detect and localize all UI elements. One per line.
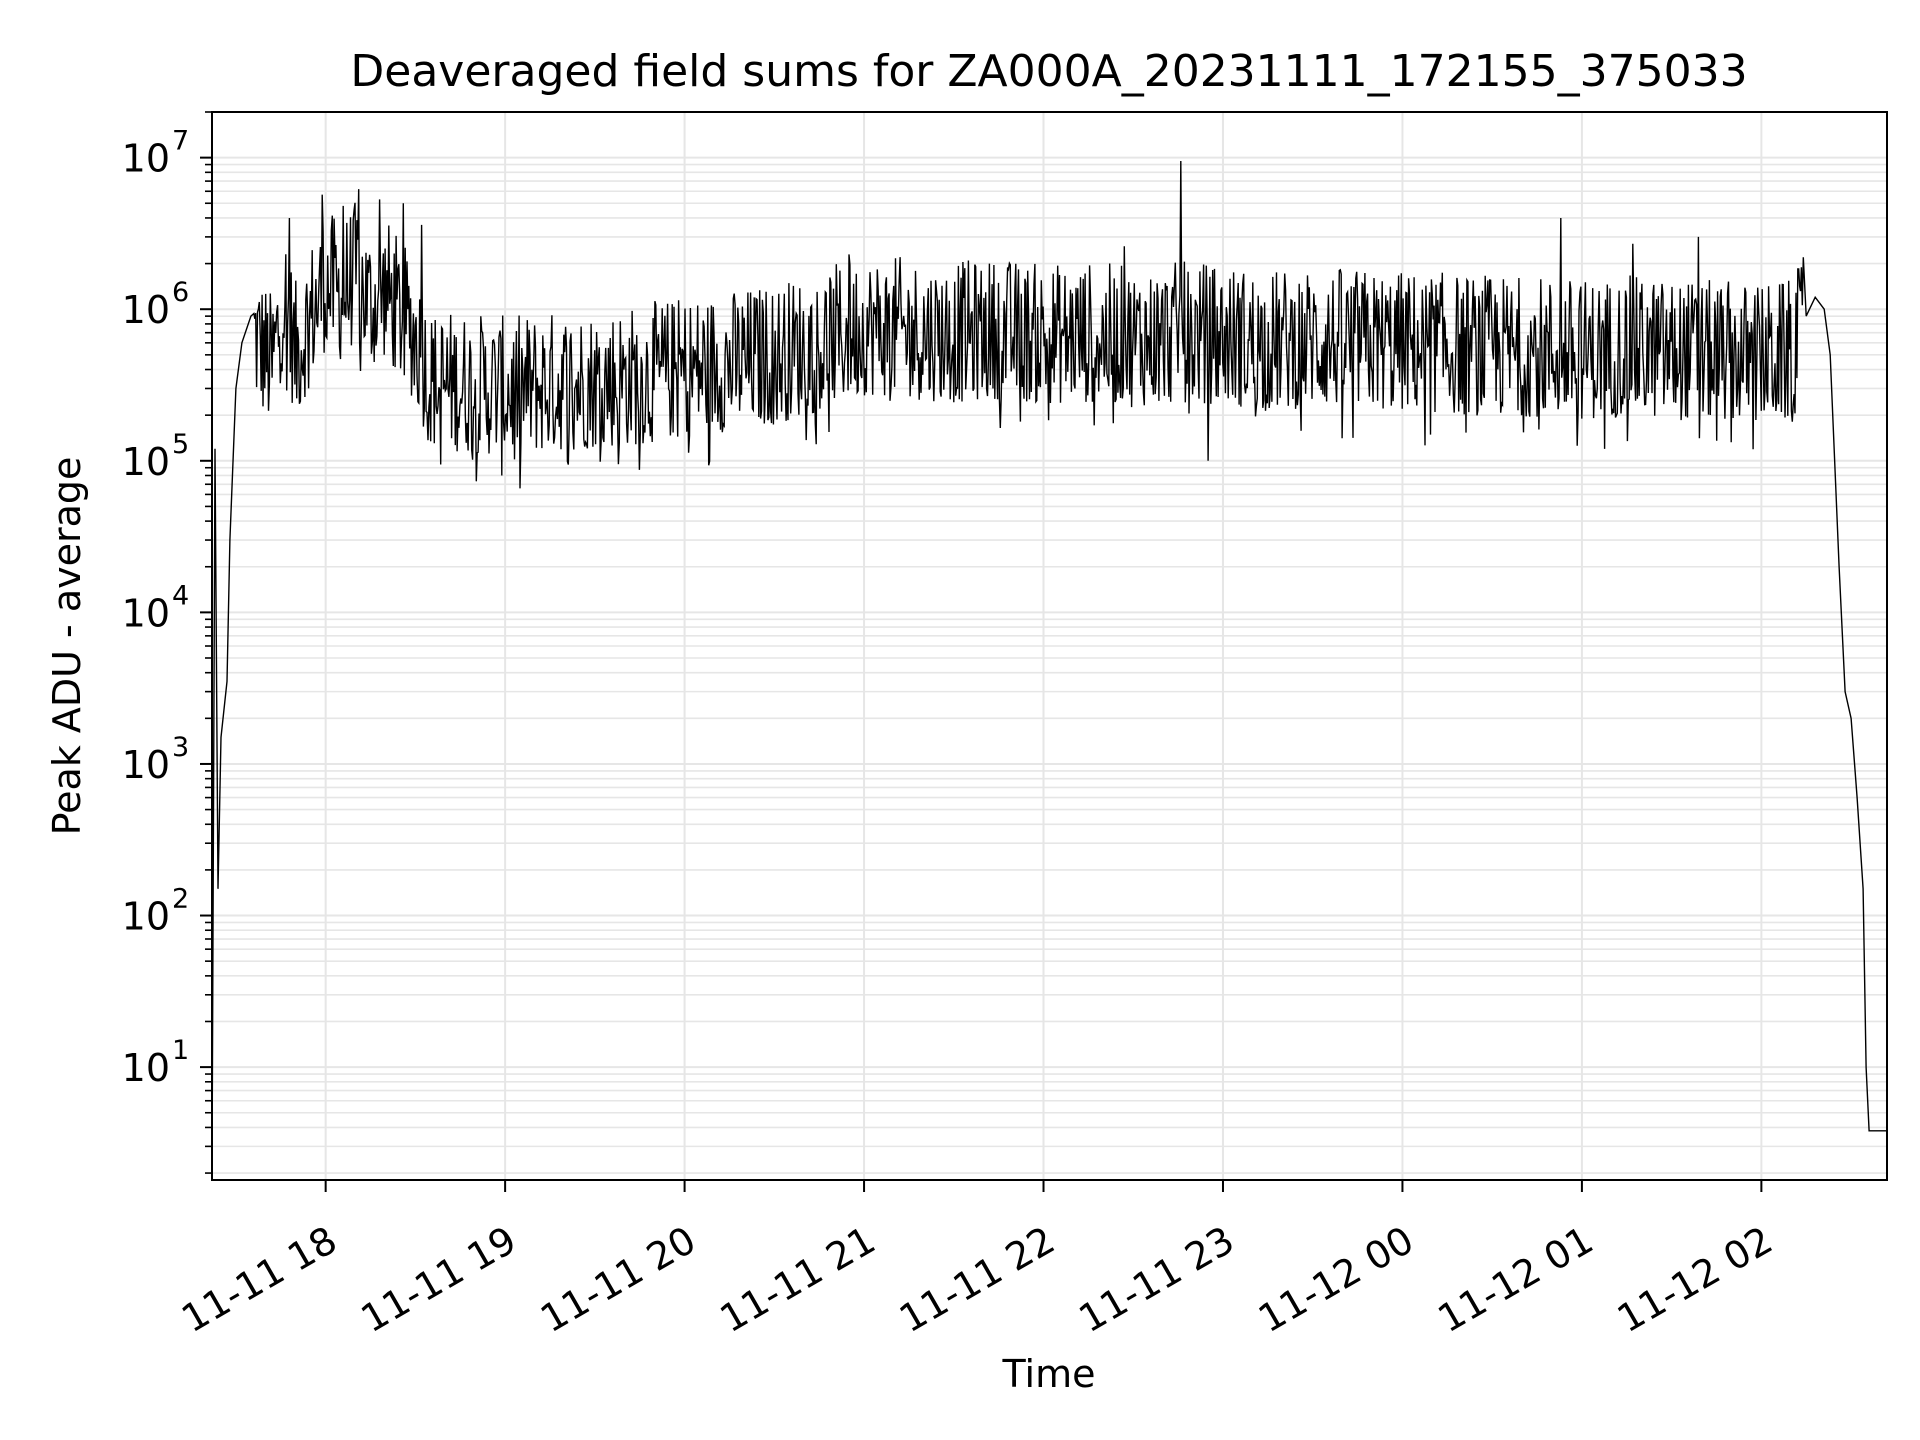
- y-tick-exponent: 4: [172, 580, 189, 611]
- grid: [212, 111, 1887, 1180]
- y-tick-exponent: 3: [172, 732, 189, 763]
- y-tick-label: 10: [122, 440, 170, 484]
- y-axis-label: Peak ADU - average: [45, 457, 89, 836]
- y-tick-label: 10: [122, 743, 170, 787]
- series-line: [211, 160, 1887, 1174]
- y-tick-label: 10: [122, 895, 170, 939]
- y-tick-label: 10: [122, 1046, 170, 1090]
- y-tick-label: 10: [122, 591, 170, 635]
- y-tick-label: 10: [122, 288, 170, 332]
- y-tick-exponent: 1: [172, 1035, 189, 1066]
- y-tick-exponent: 7: [172, 126, 189, 157]
- y-tick-label: 10: [122, 137, 170, 181]
- y-tick-exponent: 5: [172, 429, 189, 460]
- x-axis-label: Time: [1002, 1352, 1096, 1396]
- chart-title: Deaveraged field sums for ZA000A_2023111…: [350, 46, 1747, 97]
- y-tick-exponent: 6: [172, 277, 189, 308]
- plot-area: [211, 160, 1887, 1174]
- y-tick-exponent: 2: [172, 884, 189, 915]
